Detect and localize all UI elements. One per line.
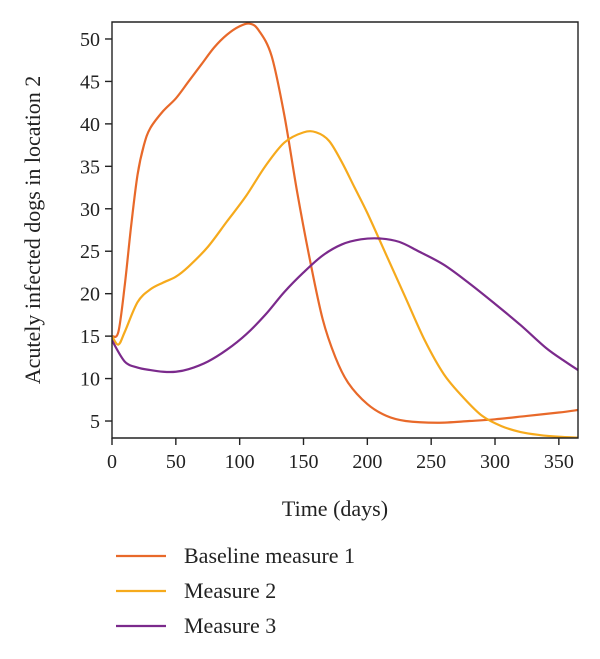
legend-label-1: Baseline measure 1 bbox=[184, 543, 355, 568]
x-tick-label: 150 bbox=[289, 451, 319, 473]
x-tick-label: 100 bbox=[225, 451, 255, 473]
x-tick-label: 350 bbox=[544, 451, 574, 473]
x-tick-label: 300 bbox=[480, 451, 510, 473]
y-tick-label: 5 bbox=[90, 411, 100, 433]
axes-group bbox=[105, 21, 579, 445]
y-tick-label: 20 bbox=[80, 284, 100, 306]
plot-frame bbox=[111, 21, 579, 439]
legend-label-3: Measure 3 bbox=[184, 613, 276, 638]
legend: Baseline measure 1 Measure 2 Measure 3 bbox=[116, 543, 355, 638]
series-line-1 bbox=[112, 22, 578, 424]
x-axis-title: Time (days) bbox=[282, 496, 388, 521]
y-tick-label: 35 bbox=[80, 156, 100, 178]
legend-label-2: Measure 2 bbox=[184, 578, 276, 603]
y-tick-label: 30 bbox=[80, 199, 100, 221]
y-tick-label: 25 bbox=[80, 241, 100, 263]
y-axis-title: Acutely infected dogs in location 2 bbox=[20, 76, 45, 385]
y-tick-label: 40 bbox=[80, 114, 100, 136]
x-tick-label: 200 bbox=[352, 451, 382, 473]
x-tick-label: 250 bbox=[416, 451, 446, 473]
x-tick-label: 0 bbox=[107, 451, 117, 473]
y-tick-label: 15 bbox=[80, 326, 100, 348]
tick-labels-group: 0 50 100 150 200 250 300 350 5 10 15 20 25 30 35 40 45 50 bbox=[80, 29, 574, 473]
y-tick-label: 50 bbox=[80, 29, 100, 51]
y-tick-label: 10 bbox=[80, 369, 100, 391]
series-line-2 bbox=[112, 130, 578, 438]
plot-series-group bbox=[112, 22, 578, 438]
x-tick-label: 50 bbox=[166, 451, 186, 473]
series-line-3 bbox=[112, 237, 578, 374]
y-tick-label: 45 bbox=[80, 71, 100, 93]
